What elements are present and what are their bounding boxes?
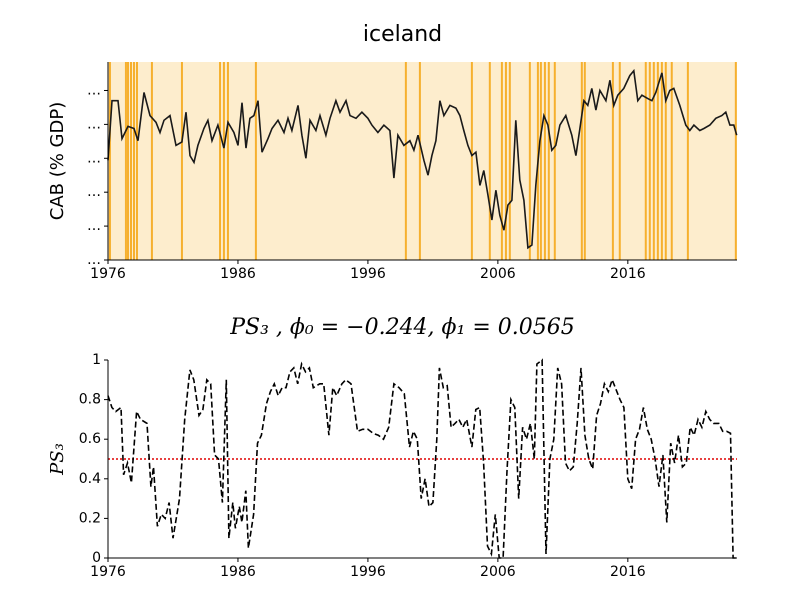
x-tick-label: 1996 <box>350 266 386 282</box>
y-tick-label: 0.6 <box>79 431 101 447</box>
x-tick-label: 2006 <box>480 564 516 580</box>
x-tick-label: 2006 <box>480 266 516 282</box>
data-line <box>107 358 737 559</box>
y-tick-label: … <box>87 116 101 132</box>
y-axis-label: CAB (% GDP) <box>47 102 68 221</box>
x-tick-label: 1996 <box>350 564 386 580</box>
y-tick-label: … <box>87 252 101 268</box>
x-tick-label: 2016 <box>610 266 646 282</box>
x-tick-label: 1986 <box>220 266 256 282</box>
chart-title: iceland <box>363 22 442 47</box>
y-tick-label: … <box>87 82 101 98</box>
y-tick-label: … <box>87 218 101 234</box>
y-tick-label: … <box>87 150 101 166</box>
y-tick-label: 0.2 <box>79 510 101 526</box>
plot-background <box>108 62 737 260</box>
y-tick-label: … <box>87 184 101 200</box>
x-tick-label: 1986 <box>220 564 256 580</box>
y-tick-label: 0.8 <box>79 392 101 408</box>
x-tick-label: 2016 <box>610 564 646 580</box>
y-axis-label: PS₃ <box>47 443 68 476</box>
y-tick-label: 0.4 <box>79 471 101 487</box>
data-line <box>107 68 738 250</box>
chart-title: PS₃ , ϕ₀ = −0.244, ϕ₁ = 0.0565 <box>229 315 575 340</box>
y-tick-label: 0 <box>92 550 101 566</box>
x-tick-label: 1976 <box>90 564 126 580</box>
x-tick-label: 1976 <box>90 266 126 282</box>
y-tick-label: 1 <box>92 352 101 368</box>
